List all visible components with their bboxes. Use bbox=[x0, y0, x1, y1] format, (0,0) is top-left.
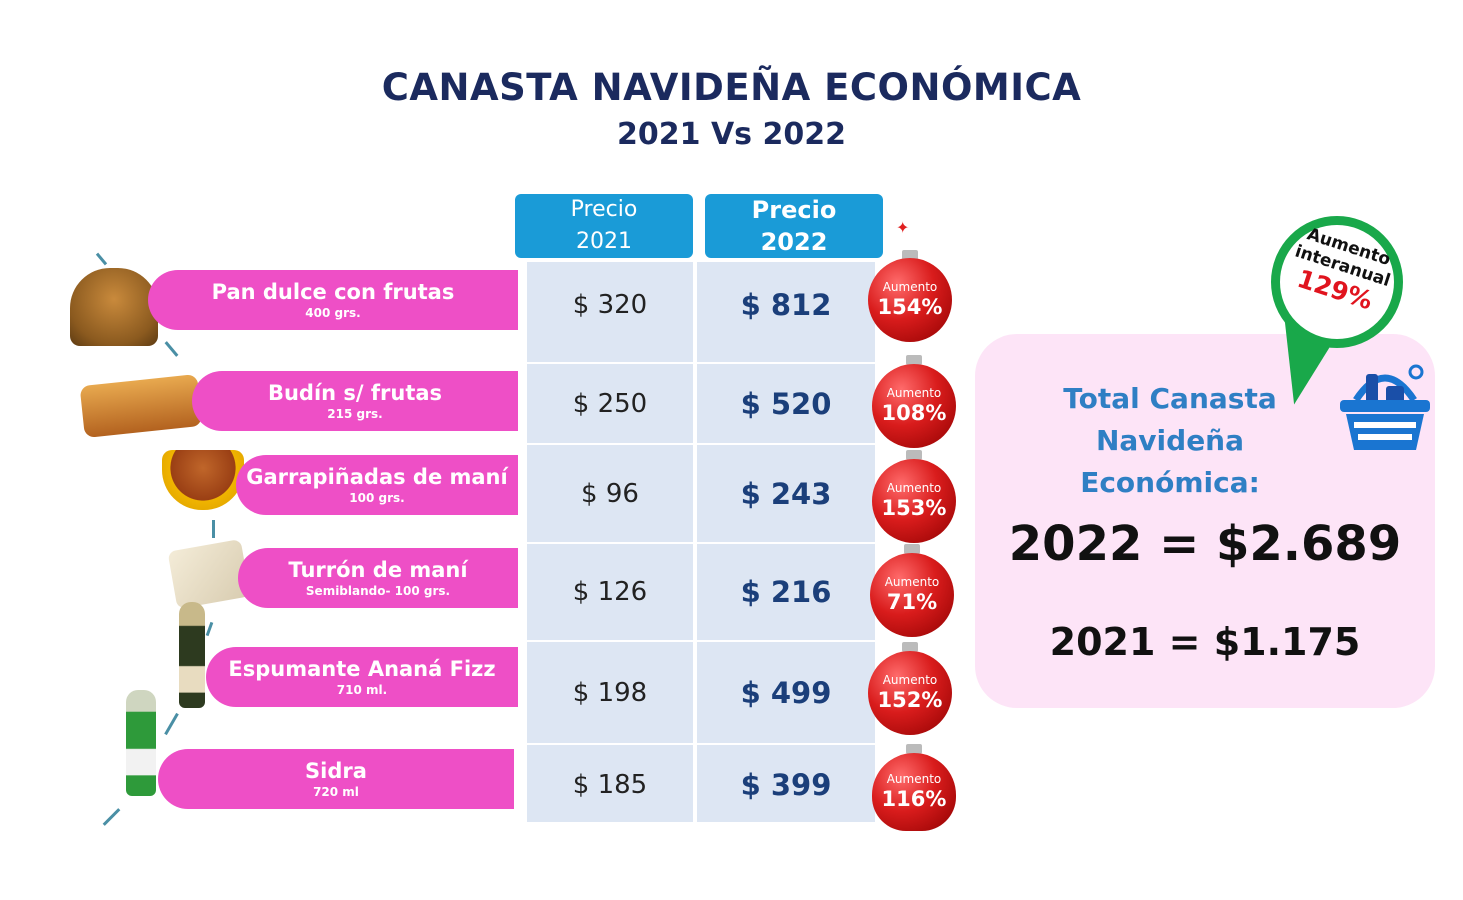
item-name: Espumante Ananá Fizz bbox=[228, 657, 496, 681]
sidra-bottle-icon bbox=[126, 690, 156, 796]
item-label: Espumante Ananá Fizz 710 ml. bbox=[206, 647, 518, 707]
increase-label: Aumento bbox=[884, 575, 940, 589]
price-2022: $ 399 bbox=[740, 768, 832, 802]
header-price-2022-line1: Precio bbox=[751, 196, 837, 224]
ornament-cap bbox=[904, 544, 920, 554]
page-title: CANASTA NAVIDEÑA ECONÓMICA bbox=[381, 66, 1082, 109]
price-2022: $ 812 bbox=[740, 288, 832, 322]
total-panel-title-line1: Total Canasta bbox=[1063, 382, 1277, 415]
increase-label: Aumento bbox=[882, 673, 938, 687]
connector-dash bbox=[102, 808, 121, 826]
price-2021: $ 250 bbox=[572, 389, 648, 419]
pan-dulce-icon bbox=[70, 268, 158, 346]
connector-dash bbox=[164, 712, 179, 736]
header-price-2022-line2: 2022 bbox=[760, 228, 828, 256]
garrapinadas-icon bbox=[162, 450, 244, 510]
item-name: Garrapiñadas de maní bbox=[246, 465, 508, 489]
row-divider bbox=[527, 640, 875, 642]
connector-dash bbox=[212, 520, 215, 538]
interannual-badge bbox=[1271, 216, 1403, 348]
row-divider bbox=[527, 542, 875, 544]
item-size: 400 grs. bbox=[305, 306, 361, 320]
total-2022: 2022 = $2.689 bbox=[1008, 516, 1402, 572]
page-subtitle: 2021 Vs 2022 bbox=[617, 117, 846, 152]
price-2021: $ 96 bbox=[581, 479, 639, 509]
item-label: Sidra 720 ml bbox=[158, 749, 514, 809]
ornament-cap bbox=[906, 744, 922, 754]
price-2021: $ 126 bbox=[572, 577, 648, 607]
increase-label: Aumento bbox=[886, 772, 942, 786]
increase-percent: 152% bbox=[877, 688, 943, 712]
increase-ornament: Aumento 116% bbox=[872, 753, 956, 831]
ornament-cap bbox=[902, 250, 918, 260]
header-price-2021-line2: 2021 bbox=[576, 229, 632, 254]
item-size: 215 grs. bbox=[327, 407, 383, 421]
item-label: Turrón de maní Semiblando- 100 grs. bbox=[238, 548, 518, 608]
increase-percent: 154% bbox=[877, 295, 943, 319]
price-2022: $ 243 bbox=[740, 477, 832, 511]
item-label: Budín s/ frutas 215 grs. bbox=[192, 371, 518, 431]
header-price-2021: Precio 2021 bbox=[515, 194, 693, 258]
increase-percent: 108% bbox=[881, 401, 947, 425]
increase-ornament: Aumento 108% bbox=[872, 364, 956, 448]
item-label: Garrapiñadas de maní 100 grs. bbox=[236, 455, 518, 515]
item-name: Budín s/ frutas bbox=[267, 381, 443, 405]
ornament-cap bbox=[906, 355, 922, 365]
row-divider bbox=[527, 443, 875, 445]
increase-ornament: Aumento 153% bbox=[872, 459, 956, 543]
ornament-cap bbox=[902, 642, 918, 652]
price-2022: $ 499 bbox=[740, 676, 832, 710]
budin-icon bbox=[79, 373, 203, 439]
price-2021: $ 320 bbox=[572, 290, 648, 320]
increase-percent: 71% bbox=[886, 590, 938, 614]
item-name: Sidra bbox=[305, 759, 367, 783]
increase-ornament: Aumento 154% bbox=[868, 258, 952, 342]
item-label: Pan dulce con frutas 400 grs. bbox=[148, 270, 518, 330]
total-panel-title: Total Canasta Navideña Económica: bbox=[1005, 378, 1335, 504]
increase-percent: 153% bbox=[881, 496, 947, 520]
increase-ornament: Aumento 152% bbox=[868, 651, 952, 735]
increase-ornament: Aumento 71% bbox=[870, 553, 954, 637]
total-2021: 2021 = $1.175 bbox=[1049, 620, 1361, 664]
total-panel-title-line2: Navideña Económica: bbox=[1080, 424, 1260, 499]
espumante-bottle-icon bbox=[179, 602, 205, 708]
increase-label: Aumento bbox=[886, 481, 942, 495]
row-divider bbox=[527, 362, 875, 364]
increase-label: Aumento bbox=[882, 280, 938, 294]
item-size: 720 ml bbox=[313, 785, 359, 799]
price-2021: $ 198 bbox=[572, 678, 648, 708]
price-2022: $ 216 bbox=[740, 575, 832, 609]
connector-dash bbox=[95, 252, 108, 266]
price-2022: $ 520 bbox=[740, 387, 832, 421]
header-price-2021-line1: Precio bbox=[570, 197, 638, 222]
row-divider bbox=[527, 743, 875, 745]
item-size: 710 ml. bbox=[336, 683, 388, 697]
increase-percent: 116% bbox=[881, 787, 947, 811]
item-size: 100 grs. bbox=[349, 491, 405, 505]
item-name: Pan dulce con frutas bbox=[211, 280, 455, 304]
item-size: Semiblando- 100 grs. bbox=[305, 584, 451, 598]
bow-icon: ✦ bbox=[896, 218, 910, 237]
basket-icon bbox=[1340, 364, 1430, 450]
connector-dash bbox=[164, 341, 179, 357]
header-price-2022: Precio 2022 bbox=[705, 194, 883, 258]
ornament-cap bbox=[906, 450, 922, 460]
item-name: Turrón de maní bbox=[288, 558, 468, 582]
price-2021: $ 185 bbox=[572, 770, 648, 800]
connector-dash bbox=[205, 621, 214, 637]
increase-label: Aumento bbox=[886, 386, 942, 400]
